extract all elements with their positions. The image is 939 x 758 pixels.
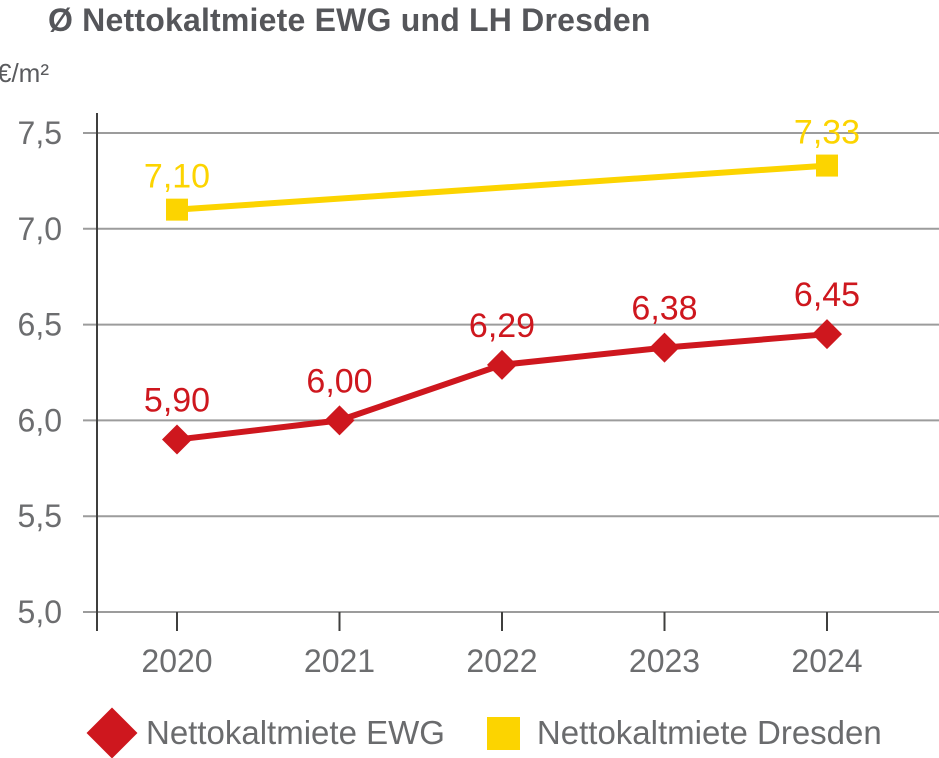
y-tick-label: 6,0 — [18, 402, 62, 438]
data-point-label: 6,29 — [469, 307, 535, 345]
y-tick-label: 7,5 — [18, 115, 62, 151]
legend: Nettokaltmiete EWG Nettokaltmiete Dresde… — [86, 705, 882, 758]
diamond-marker — [324, 405, 355, 436]
y-tick-label: 5,5 — [18, 498, 62, 534]
data-point-label: 6,38 — [631, 290, 697, 328]
legend-ewg-label: Nettokaltmiete EWG — [146, 714, 445, 751]
data-point-label: 5,90 — [144, 382, 210, 420]
x-tick-label: 2023 — [629, 643, 700, 679]
chart-title: Ø Nettokaltmiete EWG und LH Dresden — [48, 2, 651, 38]
data-point-label: 6,00 — [306, 362, 372, 400]
x-tick-label: 2020 — [141, 643, 212, 679]
series-line — [176, 162, 828, 213]
y-tick-label: 7,0 — [18, 211, 62, 247]
diamond-marker — [487, 349, 517, 380]
y-axis-unit-label: €/m² — [0, 58, 49, 88]
x-tick-label: 2021 — [304, 643, 375, 679]
x-tick-label: 2022 — [466, 643, 537, 679]
y-tick-label: 5,0 — [18, 594, 62, 630]
legend-ewg-diamond-icon — [86, 707, 138, 758]
data-point-label: 7,10 — [144, 158, 210, 196]
y-tick-label: 6,5 — [18, 307, 62, 343]
diamond-marker — [649, 332, 680, 363]
legend-dresden-square-icon — [486, 716, 520, 750]
diamond-marker — [812, 319, 842, 350]
legend-dresden-label: Nettokaltmiete Dresden — [536, 714, 882, 751]
x-tick-label: 2024 — [791, 643, 862, 679]
data-point-label: 6,45 — [794, 276, 860, 314]
square-marker — [166, 198, 188, 221]
diamond-marker — [162, 424, 192, 455]
data-point-label: 7,33 — [794, 114, 860, 152]
square-marker — [816, 154, 838, 177]
